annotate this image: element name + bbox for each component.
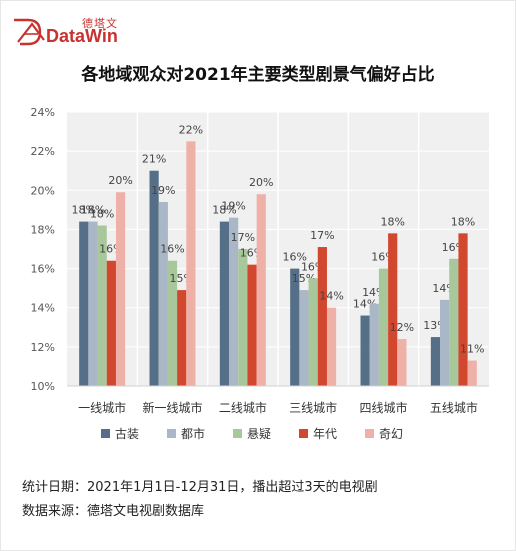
bar-古装-一线城市 [79, 221, 89, 386]
legend-label: 奇幻 [379, 427, 403, 441]
x-tick-label: 五线城市 [430, 400, 478, 415]
bar-奇幻-四线城市 [397, 339, 407, 386]
bar-年代-一线城市 [106, 260, 116, 386]
x-tick-label: 新一线城市 [142, 400, 202, 415]
bar-奇幻-新一线城市 [186, 141, 196, 386]
x-tick-label: 四线城市 [359, 400, 407, 415]
legend-label: 都市 [181, 426, 205, 441]
bar-都市-三线城市 [299, 290, 309, 386]
legend-swatch [233, 429, 242, 438]
bar-古装-二线城市 [219, 221, 230, 386]
legend-swatch [299, 429, 308, 438]
x-tick-label: 一线城市 [78, 400, 126, 415]
data-label: 18% [90, 208, 114, 221]
bar-奇幻-三线城市 [326, 307, 337, 386]
data-label: 17% [310, 229, 334, 242]
bar-奇幻-二线城市 [256, 194, 266, 386]
brand-name-cn: 德塔文 [82, 17, 118, 30]
data-label: 20% [249, 176, 273, 189]
bar-古装-新一线城市 [149, 170, 159, 386]
bar-悬疑-五线城市 [449, 258, 459, 386]
data-label: 18% [380, 215, 404, 228]
bar-奇幻-一线城市 [115, 192, 126, 386]
y-tick-label: 10% [31, 380, 55, 393]
data-label: 20% [108, 174, 132, 187]
y-tick-label: 20% [31, 184, 55, 197]
legend-label: 古装 [115, 426, 139, 441]
y-tick-label: 16% [31, 263, 55, 276]
bar-都市-新一线城市 [158, 202, 168, 386]
x-tick-label: 三线城市 [289, 400, 337, 415]
bar-悬疑-四线城市 [378, 268, 389, 386]
footnote-date-range: 统计日期：2021年1月1日-12月31日，播出超过3天的电视剧 [22, 480, 378, 495]
bar-年代-新一线城市 [177, 290, 187, 386]
bar-悬疑-一线城市 [97, 225, 107, 386]
datawin-logo [14, 18, 45, 46]
bar-年代-二线城市 [247, 264, 257, 386]
legend-swatch [167, 429, 176, 438]
data-label: 16% [160, 243, 184, 256]
bar-都市-四线城市 [369, 303, 379, 386]
bar-悬疑-三线城市 [308, 278, 318, 386]
x-tick-label: 二线城市 [219, 400, 267, 415]
bar-都市-一线城市 [88, 221, 98, 386]
bar-悬疑-二线城市 [238, 249, 248, 386]
bar-都市-二线城市 [229, 217, 239, 386]
legend-label: 年代 [313, 427, 337, 441]
footnote-source: 数据来源：德塔文电视剧数据库 [22, 504, 205, 519]
bar-古装-三线城市 [290, 268, 300, 386]
bar-古装-五线城市 [430, 337, 441, 386]
data-label: 18% [81, 204, 105, 217]
data-label: 18% [72, 204, 96, 217]
y-tick-label: 22% [31, 145, 55, 158]
bar-年代-四线城市 [388, 233, 398, 386]
bar-都市-五线城市 [440, 299, 450, 386]
chart-title: 各地域观众对2021年主要类型剧景气偏好占比 [81, 65, 435, 85]
data-label: 21% [142, 153, 166, 166]
y-tick-label: 12% [31, 341, 55, 354]
data-label: 16% [283, 251, 307, 264]
bar-悬疑-新一线城市 [167, 260, 178, 386]
legend-swatch [365, 429, 374, 438]
data-label: 18% [212, 204, 236, 217]
data-label: 11% [460, 343, 484, 356]
brand-name-en: DataWin [46, 26, 118, 46]
bar-年代-三线城市 [317, 247, 327, 386]
bar-古装-四线城市 [360, 315, 370, 386]
legend-swatch [101, 429, 110, 438]
y-tick-label: 14% [31, 302, 55, 315]
y-tick-label: 24% [31, 106, 55, 119]
y-tick-label: 18% [31, 223, 55, 236]
data-label: 18% [451, 215, 475, 228]
bar-奇幻-五线城市 [467, 360, 477, 386]
data-label: 19% [221, 200, 245, 213]
data-label: 17% [231, 231, 255, 244]
data-label: 12% [390, 321, 414, 334]
data-label: 22% [179, 123, 203, 136]
legend-label: 悬疑 [247, 426, 271, 441]
data-label: 14% [319, 290, 343, 303]
bar-年代-五线城市 [458, 233, 468, 386]
data-label: 19% [151, 184, 175, 197]
